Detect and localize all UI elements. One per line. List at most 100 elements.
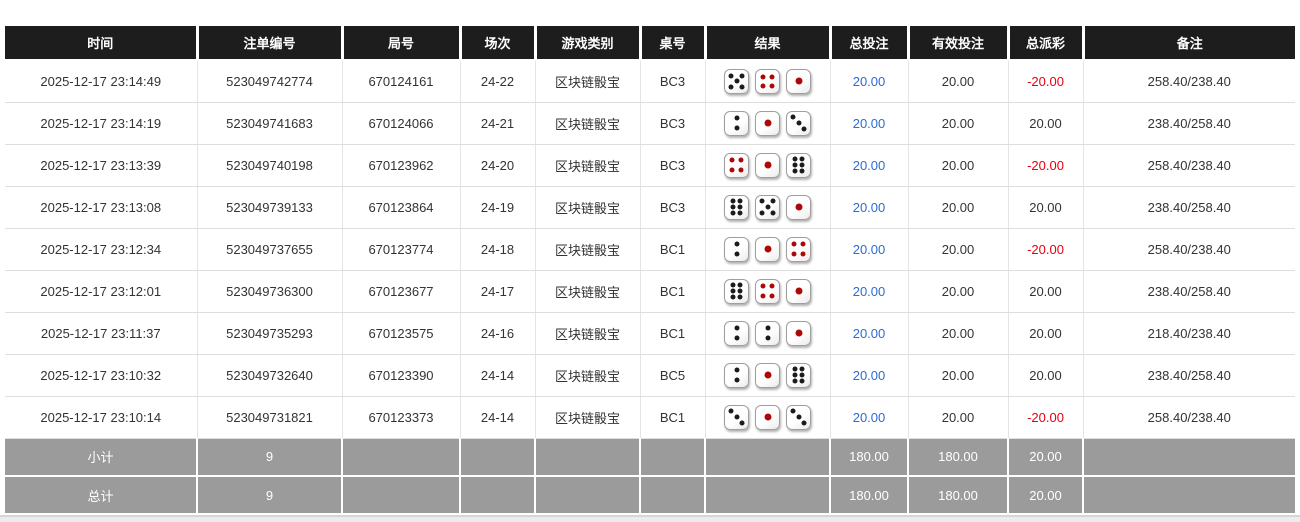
die-2-icon — [724, 110, 749, 136]
die-pip — [730, 294, 736, 300]
die-3-icon — [786, 404, 811, 430]
total-bet-link[interactable]: 20.00 — [852, 115, 886, 131]
cell-table_no: BC1 — [640, 396, 706, 439]
cell-total_bet: 20.00 — [830, 396, 909, 439]
die-pip — [769, 283, 775, 289]
cell-round_id: 670123373 — [342, 396, 461, 439]
die-pip — [801, 420, 807, 426]
total-session — [460, 476, 536, 515]
die-pip — [734, 414, 739, 420]
cell-time: 2025-12-17 23:13:08 — [5, 186, 198, 229]
dice-result — [708, 278, 828, 304]
dice-result — [708, 68, 828, 94]
dice-result — [708, 194, 828, 220]
die-pip — [739, 420, 745, 426]
cell-session: 24-14 — [460, 396, 536, 439]
dice-result — [708, 362, 828, 388]
cell-valid_bet: 20.00 — [908, 354, 1009, 397]
cell-total_payout: -20.00 — [1008, 144, 1084, 187]
cell-session: 24-18 — [460, 228, 536, 271]
cell-time: 2025-12-17 23:12:34 — [5, 228, 198, 271]
die-pip — [734, 367, 739, 373]
total-game — [535, 476, 641, 515]
die-pip — [799, 378, 805, 384]
die-pip — [769, 293, 775, 299]
cell-bet_id: 523049735293 — [197, 312, 343, 355]
total-total-bet: 180.00 — [830, 476, 909, 515]
total-bet-link[interactable]: 20.00 — [852, 73, 886, 89]
payout-value: 20.00 — [1029, 367, 1062, 383]
dice-result — [708, 320, 828, 346]
total-bet-link[interactable]: 20.00 — [852, 367, 886, 383]
cell-bet_id: 523049740198 — [197, 144, 343, 187]
die-pip — [734, 377, 739, 383]
cell-valid_bet: 20.00 — [908, 186, 1009, 229]
table-header-row: 时间 注单编号 局号 场次 游戏类别 桌号 结果 总投注 有效投注 总派彩 备注 — [5, 26, 1295, 61]
die-pip — [734, 115, 739, 121]
cell-session: 24-20 — [460, 144, 536, 187]
die-4-icon — [755, 68, 780, 94]
die-pip — [791, 241, 797, 247]
table-footer: 小计 9 180.00 180.00 20.00 总计 9 180.00 180.00 20.00 — [5, 438, 1295, 515]
subtotal-valid-bet: 180.00 — [908, 438, 1009, 477]
die-pip — [760, 74, 766, 80]
cell-total_payout: 20.00 — [1008, 186, 1084, 229]
cell-bet_id: 523049739133 — [197, 186, 343, 229]
cell-game_type: 区块链骰宝 — [535, 186, 641, 229]
die-pip — [799, 162, 805, 168]
total-bet-link[interactable]: 20.00 — [852, 241, 886, 257]
cell-remark: 258.40/238.40 — [1083, 144, 1295, 187]
cell-session: 24-14 — [460, 354, 536, 397]
die-pip — [728, 73, 734, 79]
die-pip — [734, 125, 739, 131]
payout-value: -20.00 — [1027, 409, 1064, 425]
cell-round_id: 670123390 — [342, 354, 461, 397]
die-pip — [760, 293, 766, 299]
column-header-table_no: 桌号 — [640, 26, 707, 61]
bet-row-1: 2025-12-17 23:14:49 523049742774 670124161… — [5, 60, 1295, 103]
cell-remark: 238.40/258.40 — [1083, 186, 1295, 229]
cell-total_bet: 20.00 — [830, 354, 909, 397]
die-pip — [734, 78, 739, 84]
total-bet-link[interactable]: 20.00 — [852, 199, 886, 215]
die-pip — [800, 241, 806, 247]
cell-round_id: 670124161 — [342, 60, 461, 103]
cell-time: 2025-12-17 23:10:14 — [5, 396, 198, 439]
cell-session: 24-16 — [460, 312, 536, 355]
cell-table_no: BC1 — [640, 270, 706, 313]
total-bet-link[interactable]: 20.00 — [852, 283, 886, 299]
cell-round_id: 670123575 — [342, 312, 461, 355]
total-count: 9 — [197, 476, 343, 515]
cell-valid_bet: 20.00 — [908, 102, 1009, 145]
subtotal-count: 9 — [197, 438, 343, 477]
cell-valid_bet: 20.00 — [908, 396, 1009, 439]
cell-game_type: 区块链骰宝 — [535, 312, 641, 355]
cell-round_id: 670123962 — [342, 144, 461, 187]
total-bet-link[interactable]: 20.00 — [852, 409, 886, 425]
die-pip — [734, 251, 739, 257]
cell-valid_bet: 20.00 — [908, 312, 1009, 355]
cell-round_id: 670123677 — [342, 270, 461, 313]
payout-value: 20.00 — [1029, 199, 1062, 215]
column-header-bet_id: 注单编号 — [197, 26, 344, 61]
total-valid-bet: 180.00 — [908, 476, 1009, 515]
cell-result — [705, 312, 831, 355]
total-bet-link[interactable]: 20.00 — [852, 157, 886, 173]
cell-remark: 258.40/238.40 — [1083, 228, 1295, 271]
die-pip — [728, 408, 734, 414]
bet-row-5: 2025-12-17 23:12:34 523049737655 670123774… — [5, 228, 1295, 271]
die-pip — [795, 77, 802, 85]
die-pip — [790, 408, 796, 414]
total-bet-link[interactable]: 20.00 — [852, 325, 886, 341]
die-6-icon — [724, 278, 749, 304]
cell-total_bet: 20.00 — [830, 186, 909, 229]
die-pip — [765, 335, 770, 341]
die-2-icon — [724, 320, 749, 346]
cell-bet_id: 523049737655 — [197, 228, 343, 271]
cell-total_bet: 20.00 — [830, 228, 909, 271]
subtotal-row: 小计 9 180.00 180.00 20.00 — [5, 438, 1295, 477]
die-pip — [729, 167, 735, 173]
cell-bet_id: 523049732640 — [197, 354, 343, 397]
total-remark — [1083, 476, 1295, 515]
cell-table_no: BC5 — [640, 354, 706, 397]
